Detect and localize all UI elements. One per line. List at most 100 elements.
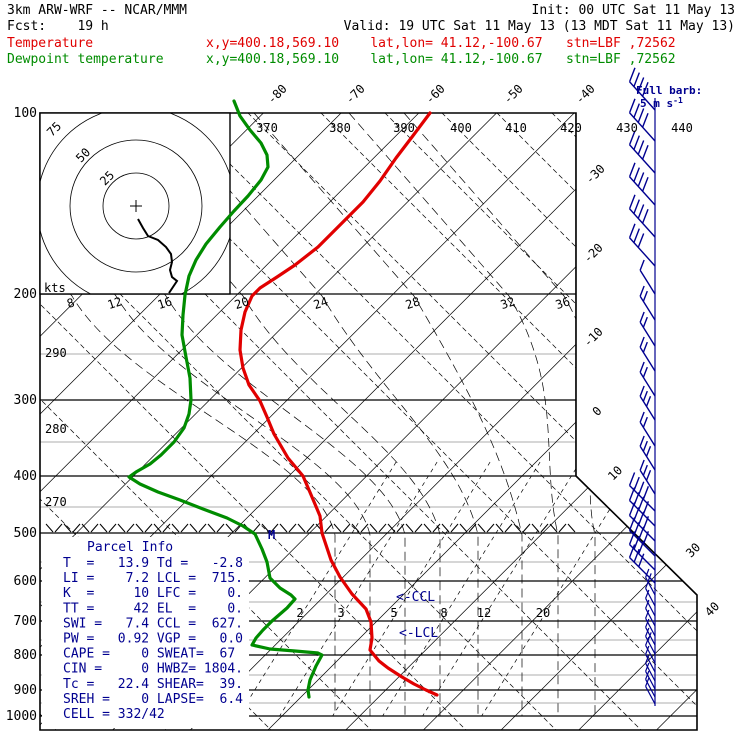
wind-barb-feather	[628, 162, 636, 178]
wind-barb-feather	[645, 670, 650, 680]
hodograph-ring	[69, 139, 203, 273]
wind-barb	[645, 589, 656, 617]
hatch-tick	[90, 523, 99, 533]
lcl-annotation: <-LCL	[399, 626, 438, 641]
wind-barb-feather	[628, 194, 636, 210]
hatch-tick	[324, 523, 333, 533]
isotherm-axis-label: 30	[683, 540, 703, 560]
wind-barb-feather	[645, 627, 650, 637]
mixing-ratio-label: 8	[440, 606, 447, 620]
wind-barb-feather	[639, 259, 645, 271]
wind-barb-feather	[628, 98, 636, 114]
mixing-ratio-line	[279, 461, 438, 717]
pressure-axis-label: 600	[14, 574, 37, 589]
isotherm-line	[646, 113, 697, 730]
wind-barb-feather	[642, 390, 648, 402]
dry-adiabat-line	[694, 113, 697, 730]
pressure-axis-label: 800	[14, 648, 37, 663]
isotherm-axis-label: -40	[573, 82, 598, 107]
dry-adiabat-line	[40, 113, 567, 730]
pressure-axis-label: 300	[14, 393, 37, 408]
dry-adiabat-line	[224, 113, 697, 730]
wind-barb-shaft	[645, 671, 656, 690]
theta-label: 380	[329, 121, 351, 135]
hatch-tick	[558, 523, 567, 533]
wind-barb-feather	[633, 548, 640, 563]
wind-barb-feather	[628, 472, 636, 486]
wind-barb-feather	[633, 72, 640, 87]
wind-barb-feather	[645, 395, 652, 407]
mixing-ratio-label: 2	[296, 606, 303, 620]
wind-barb-feather	[633, 535, 640, 550]
moist-adiabat-label: 20	[233, 294, 251, 312]
mixing-ratio-label: 12	[477, 606, 491, 620]
moist-adiabat-label: 12	[106, 294, 124, 312]
wind-barb-shaft	[645, 663, 656, 682]
wind-barb-feather	[633, 521, 640, 536]
wind-barb-shaft	[645, 636, 656, 655]
mixing-ratio-line	[422, 461, 581, 717]
wind-barb-shaft	[645, 686, 656, 705]
moist-adiabat-label: 16	[156, 294, 174, 312]
wind-barb-feather	[639, 285, 645, 297]
wind-barb-shaft	[645, 654, 656, 673]
wind-barb-shaft	[639, 371, 656, 397]
parcel-info-title: Parcel Info	[87, 540, 173, 555]
wind-barb-feather	[645, 568, 650, 578]
hatch-tick	[108, 523, 117, 533]
moist-adiabat-label: 36	[554, 294, 572, 312]
hatch-tick	[441, 523, 450, 533]
wind-legend-line1: Full barb:	[636, 84, 702, 97]
wind-barb-shaft	[645, 577, 656, 596]
wind-barb-feather	[628, 517, 636, 531]
wind-barb	[639, 311, 656, 347]
isotherm-axis-label: -30	[583, 162, 608, 187]
dry-adiabat-line	[473, 113, 697, 730]
hatch-tick	[432, 523, 441, 533]
dry-adiabat-line	[584, 113, 697, 730]
moist-adiabat-label: 28	[404, 294, 422, 312]
wind-barb-feather	[628, 544, 636, 558]
wind-barb-shaft	[645, 588, 656, 607]
wind-barb	[645, 579, 656, 607]
dry-adiabat-line	[40, 113, 382, 730]
hatch-tick	[423, 523, 432, 533]
wind-barb-feather	[639, 435, 645, 447]
isotherm-line	[490, 113, 697, 730]
wind-barb	[628, 130, 656, 174]
wind-barb-shaft	[645, 645, 656, 664]
moist-adiabat-label: 32	[499, 294, 517, 312]
wind-barb	[628, 98, 656, 142]
hodograph-ring	[102, 172, 170, 240]
hatch-tick	[333, 523, 342, 533]
moist-adiabat-line	[348, 113, 559, 716]
wind-barb-feather	[642, 316, 648, 328]
wind-barb-feather	[637, 108, 645, 123]
wind-barb	[639, 259, 656, 295]
wind-barb-feather	[628, 502, 636, 516]
hatch-tick	[513, 523, 522, 533]
wind-barb-shaft	[645, 598, 656, 617]
parcel-info-row: SWI = 7.4 CCL = 627.	[63, 616, 243, 631]
wind-barb-feather	[639, 311, 645, 323]
wind-barb-feather	[645, 654, 650, 664]
wind-barb-shaft	[639, 421, 656, 447]
theta-label: 370	[256, 121, 278, 135]
wind-barb-feather	[637, 140, 645, 155]
hatch-tick	[135, 523, 144, 533]
hatch-tick	[252, 523, 261, 533]
pressure-axis-label: 100	[14, 106, 37, 121]
wind-barb-feather	[642, 290, 648, 302]
hatch-tick	[99, 523, 108, 533]
wind-barb-column	[628, 67, 656, 706]
wind-barb-feather	[645, 589, 650, 599]
wind-barb-feather	[645, 662, 650, 672]
wind-barb	[645, 677, 656, 705]
forecast-hour: Fcst: 19 h	[7, 19, 109, 34]
dry-adiabat-line	[155, 113, 697, 730]
parcel-info-row: CIN = 0 HWBZ= 1804.	[63, 662, 243, 677]
dry-adiabat-line	[418, 113, 697, 730]
theta-label: 410	[505, 121, 527, 135]
wind-barb-shaft	[629, 237, 656, 267]
dry-adiabat-line	[361, 113, 697, 730]
